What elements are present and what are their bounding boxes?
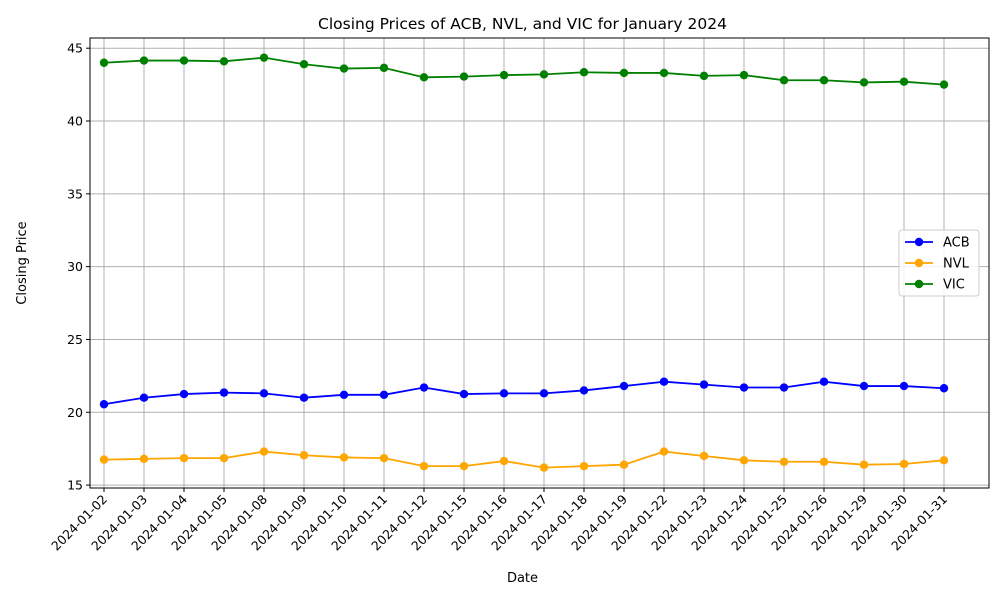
data-point-vic: [459, 72, 469, 81]
data-point-vic: [499, 70, 509, 80]
data-point-acb: [299, 393, 309, 402]
data-point-nvl: [259, 447, 269, 456]
data-point-acb: [699, 380, 709, 389]
data-point-vic: [699, 71, 709, 81]
data-point-nvl: [859, 460, 869, 469]
y-tick-label: 20: [67, 405, 83, 420]
data-point-vic: [819, 76, 829, 85]
data-point-nvl: [539, 463, 549, 472]
data-point-acb: [619, 381, 629, 391]
data-point-nvl: [939, 456, 949, 465]
x-axis-title: Date: [507, 571, 538, 586]
legend-swatch-marker: [914, 258, 924, 268]
data-point-acb: [219, 388, 229, 397]
series-acb: [99, 377, 949, 409]
data-point-vic: [539, 70, 549, 79]
data-point-acb: [659, 377, 669, 386]
data-point-vic: [379, 63, 389, 73]
data-point-vic: [179, 56, 189, 65]
data-point-nvl: [379, 453, 389, 463]
data-point-nvl: [219, 453, 229, 463]
y-tick-label: 15: [67, 478, 83, 493]
data-point-acb: [779, 383, 789, 392]
data-point-vic: [739, 70, 749, 80]
data-point-nvl: [579, 461, 589, 471]
data-point-nvl: [99, 455, 109, 464]
series-line-nvl: [103, 450, 945, 469]
data-point-nvl: [179, 453, 189, 463]
data-point-vic: [299, 60, 309, 69]
data-point-acb: [739, 383, 749, 392]
data-point-vic: [659, 68, 669, 78]
data-point-acb: [499, 389, 509, 398]
data-point-acb: [99, 400, 109, 409]
data-point-vic: [939, 80, 949, 89]
legend-box: [898, 229, 980, 297]
data-point-nvl: [699, 451, 709, 461]
series-line-acb: [103, 380, 945, 406]
legend-label: VIC: [943, 278, 965, 293]
x-axis: 2024-01-022024-01-032024-01-042024-01-05…: [48, 488, 950, 553]
data-point-nvl: [899, 459, 909, 469]
legend-label: NVL: [943, 257, 970, 272]
grid: [90, 38, 989, 488]
y-tick-label: 40: [67, 114, 83, 129]
data-point-vic: [859, 78, 869, 87]
data-point-acb: [379, 390, 389, 399]
data-point-vic: [219, 57, 229, 66]
legend-item-vic: VIC: [905, 278, 965, 293]
data-point-acb: [539, 389, 549, 398]
data-point-nvl: [779, 457, 789, 466]
data-point-nvl: [619, 460, 629, 469]
data-point-acb: [339, 390, 349, 399]
series-vic: [99, 53, 949, 89]
legend-item-nvl: NVL: [905, 257, 970, 272]
data-point-vic: [339, 64, 349, 73]
series-nvl: [99, 447, 949, 472]
data-point-vic: [779, 76, 789, 85]
data-point-acb: [859, 381, 869, 391]
data-point-acb: [939, 384, 949, 393]
data-point-acb: [179, 389, 189, 399]
data-point-nvl: [419, 461, 429, 471]
data-point-vic: [139, 56, 149, 65]
data-point-nvl: [819, 457, 829, 466]
data-point-vic: [419, 73, 429, 82]
legend-swatch-marker: [914, 279, 924, 289]
legend: ACB NVL VIC: [898, 229, 980, 297]
data-point-acb: [899, 381, 909, 391]
data-point-nvl: [139, 454, 149, 464]
data-point-acb: [259, 389, 269, 398]
legend-swatch-marker: [914, 237, 924, 247]
y-tick-label: 35: [67, 186, 83, 201]
data-point-acb: [579, 386, 589, 395]
data-point-vic: [619, 68, 629, 78]
data-point-vic: [259, 53, 269, 62]
y-axis-title: Closing Price: [15, 221, 30, 304]
data-point-nvl: [499, 456, 509, 466]
data-point-acb: [419, 383, 429, 392]
data-point-vic: [99, 58, 109, 67]
data-point-acb: [819, 377, 829, 386]
series-line-vic: [103, 56, 945, 86]
data-point-vic: [579, 68, 589, 77]
legend-label: ACB: [943, 236, 970, 251]
chart-title: Closing Prices of ACB, NVL, and VIC for …: [318, 15, 727, 33]
y-tick-label: 45: [67, 41, 83, 56]
plot-frame: [89, 37, 990, 489]
data-point-acb: [459, 389, 469, 399]
data-point-vic: [899, 77, 909, 86]
data-point-nvl: [459, 461, 469, 471]
data-point-acb: [139, 393, 149, 402]
data-point-nvl: [339, 453, 349, 462]
series-layer: [99, 53, 949, 472]
data-point-nvl: [739, 456, 749, 465]
y-axis: 15 20 25 30 35 40 45: [67, 41, 90, 493]
y-tick-label: 30: [67, 259, 83, 274]
data-point-nvl: [659, 447, 669, 456]
y-tick-label: 25: [67, 332, 83, 347]
data-point-nvl: [299, 451, 309, 460]
legend-item-acb: ACB: [905, 236, 970, 251]
